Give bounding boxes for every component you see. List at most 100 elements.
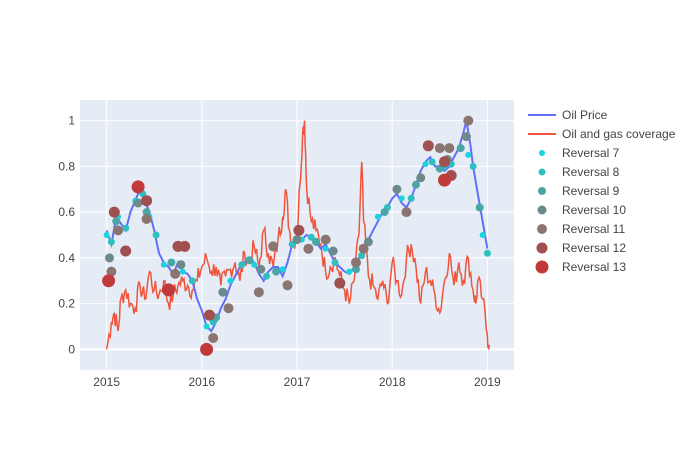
data-point bbox=[167, 258, 176, 267]
legend-marker-swatch bbox=[539, 150, 545, 156]
legend-item[interactable]: Reversal 12 bbox=[536, 241, 627, 255]
data-point bbox=[200, 342, 214, 356]
data-point bbox=[105, 253, 114, 263]
data-point bbox=[103, 232, 110, 238]
data-point bbox=[412, 180, 420, 189]
y-tick-label: 1 bbox=[68, 114, 75, 128]
data-point bbox=[208, 333, 219, 343]
data-point bbox=[227, 277, 234, 284]
legend-label: Reversal 12 bbox=[562, 241, 626, 255]
legend-marker-swatch bbox=[538, 168, 546, 176]
data-point bbox=[160, 261, 167, 268]
legend-label: Reversal 9 bbox=[562, 184, 620, 198]
data-point bbox=[307, 233, 315, 241]
legend-marker-swatch bbox=[538, 187, 546, 195]
data-point bbox=[203, 309, 215, 321]
legend-label: Reversal 8 bbox=[562, 165, 620, 179]
data-point bbox=[268, 241, 279, 252]
data-point bbox=[479, 232, 486, 238]
legend-marker-swatch bbox=[535, 260, 549, 274]
data-point bbox=[438, 173, 451, 187]
data-point bbox=[108, 206, 120, 218]
x-tick-label: 2016 bbox=[188, 375, 215, 389]
x-axis: 2015 2016 2017 2018 2019 bbox=[93, 375, 501, 389]
data-point bbox=[435, 164, 444, 173]
data-point bbox=[374, 213, 381, 220]
data-point bbox=[416, 173, 426, 183]
legend-marker-swatch bbox=[536, 242, 548, 254]
data-point bbox=[401, 207, 412, 218]
data-point bbox=[133, 198, 143, 208]
data-point bbox=[358, 252, 366, 260]
legend-label: Oil and gas coverage bbox=[562, 127, 676, 141]
data-point bbox=[245, 256, 254, 265]
legend-item[interactable]: Oil Price bbox=[528, 108, 608, 122]
data-point bbox=[179, 268, 186, 275]
data-point bbox=[253, 287, 264, 298]
data-point bbox=[292, 235, 302, 245]
data-point bbox=[188, 277, 196, 285]
legend[interactable]: Oil Price Oil and gas coverage Reversal 7 R… bbox=[528, 108, 676, 274]
data-point bbox=[203, 323, 210, 330]
data-point bbox=[141, 214, 152, 224]
data-point bbox=[152, 231, 160, 239]
data-point bbox=[162, 283, 175, 297]
data-point bbox=[363, 237, 373, 247]
series-reversal-13 bbox=[102, 173, 451, 356]
data-point bbox=[392, 184, 402, 194]
data-point bbox=[279, 266, 286, 273]
legend-item[interactable]: Reversal 8 bbox=[538, 165, 620, 179]
y-axis: 0 0.2 0.4 0.6 0.8 1 bbox=[58, 114, 75, 357]
data-point bbox=[223, 303, 234, 314]
plot-content bbox=[102, 115, 491, 356]
series-reversal-11 bbox=[106, 115, 474, 343]
data-point bbox=[380, 208, 389, 217]
data-point bbox=[461, 132, 471, 142]
data-point bbox=[303, 243, 314, 254]
y-tick-label: 0.8 bbox=[58, 159, 75, 173]
series-reversal-12 bbox=[108, 140, 457, 321]
data-point bbox=[434, 143, 445, 154]
x-tick-label: 2015 bbox=[93, 375, 120, 389]
data-point bbox=[282, 280, 293, 291]
data-point bbox=[428, 158, 436, 166]
legend-item[interactable]: Reversal 7 bbox=[539, 146, 620, 160]
legend-item[interactable]: Reversal 11 bbox=[537, 222, 625, 236]
data-point bbox=[328, 246, 338, 256]
data-point bbox=[131, 180, 145, 194]
legend-label: Reversal 10 bbox=[562, 203, 626, 217]
data-point bbox=[256, 264, 266, 274]
x-tick-label: 2018 bbox=[379, 375, 406, 389]
data-point bbox=[176, 260, 186, 270]
data-point bbox=[483, 249, 491, 257]
data-point bbox=[179, 240, 191, 252]
legend-label: Oil Price bbox=[562, 108, 608, 122]
data-point bbox=[170, 268, 181, 279]
data-point bbox=[346, 268, 353, 275]
legend-label: Reversal 7 bbox=[562, 146, 620, 160]
data-point bbox=[463, 115, 474, 126]
y-tick-label: 0 bbox=[68, 342, 75, 356]
data-point bbox=[120, 245, 132, 257]
data-point bbox=[469, 162, 477, 170]
data-point bbox=[122, 224, 130, 232]
legend-item[interactable]: Oil and gas coverage bbox=[528, 127, 676, 141]
series-reversal-7 bbox=[103, 151, 486, 330]
legend-item[interactable]: Reversal 10 bbox=[537, 203, 627, 217]
data-point bbox=[444, 143, 455, 154]
data-point bbox=[106, 266, 117, 277]
data-point bbox=[398, 195, 405, 202]
data-point bbox=[272, 267, 281, 276]
data-point bbox=[312, 237, 320, 246]
data-point bbox=[334, 277, 346, 289]
x-tick-label: 2019 bbox=[474, 375, 501, 389]
legend-item[interactable]: Reversal 9 bbox=[538, 184, 620, 198]
data-point bbox=[142, 208, 151, 217]
series-reversal-9 bbox=[112, 144, 484, 322]
legend-item[interactable]: Reversal 13 bbox=[535, 260, 627, 274]
x-tick-label: 2017 bbox=[284, 375, 311, 389]
data-point bbox=[322, 245, 329, 252]
legend-label: Reversal 13 bbox=[562, 260, 626, 274]
data-point bbox=[352, 265, 360, 274]
